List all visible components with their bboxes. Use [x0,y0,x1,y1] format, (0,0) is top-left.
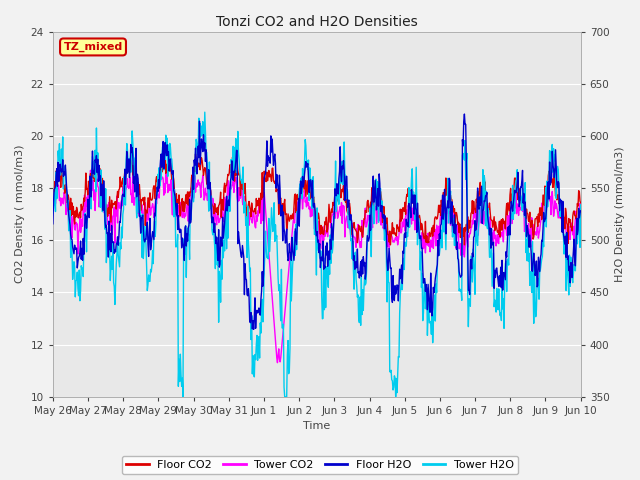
Legend: Floor CO2, Tower CO2, Floor H2O, Tower H2O: Floor CO2, Tower CO2, Floor H2O, Tower H… [122,456,518,474]
Y-axis label: CO2 Density ( mmol/m3): CO2 Density ( mmol/m3) [15,145,25,283]
X-axis label: Time: Time [303,421,330,432]
Text: TZ_mixed: TZ_mixed [63,42,123,52]
Title: Tonzi CO2 and H2O Densities: Tonzi CO2 and H2O Densities [216,15,418,29]
Y-axis label: H2O Density (mmol/m3): H2O Density (mmol/m3) [615,146,625,282]
